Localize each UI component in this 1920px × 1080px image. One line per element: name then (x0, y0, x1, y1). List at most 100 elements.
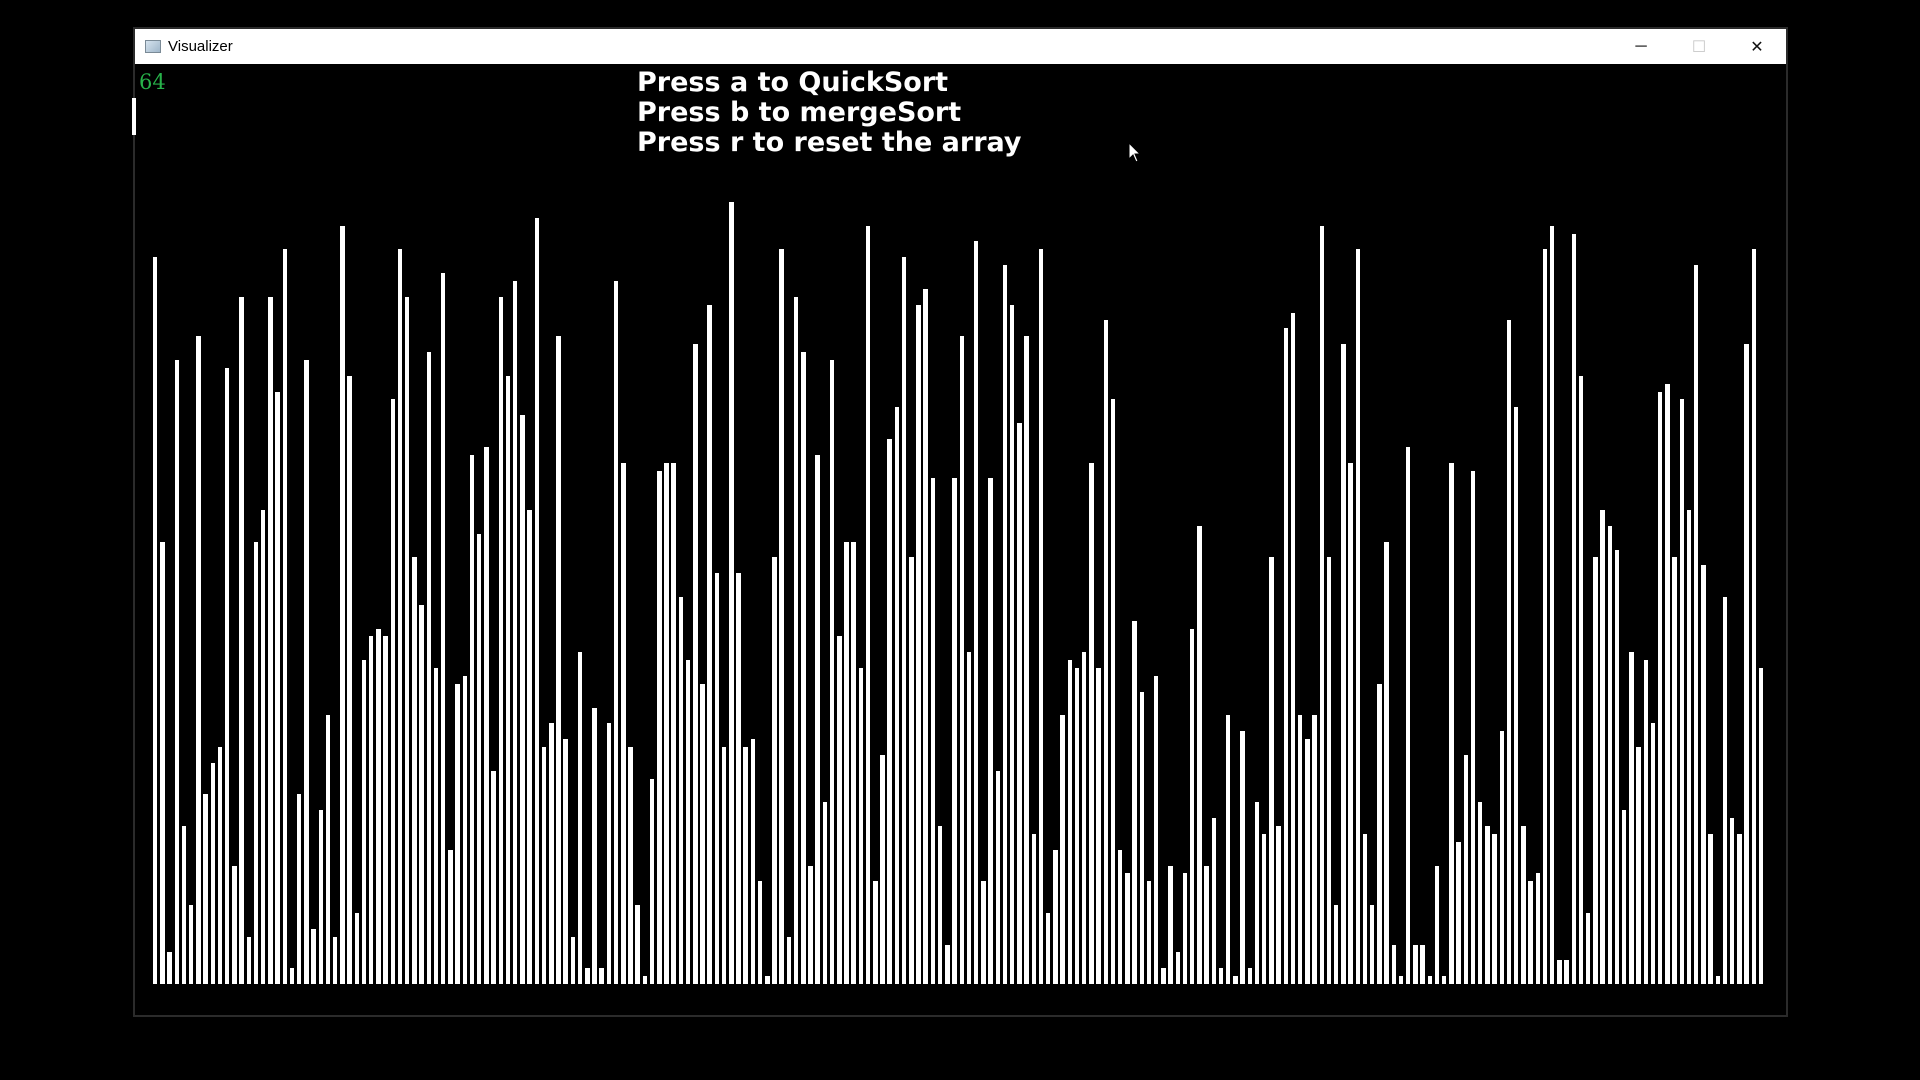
bar (930, 478, 936, 984)
title-bar[interactable]: Visualizer ─ ☐ ✕ (135, 29, 1786, 64)
bar (505, 375, 511, 984)
bar (390, 399, 396, 984)
bar (1405, 446, 1411, 984)
bar (1377, 683, 1382, 984)
instruction-mergesort: Press b to mergeSort (637, 97, 962, 128)
bar (793, 296, 799, 984)
bar (189, 905, 194, 984)
bar (1441, 976, 1447, 984)
bar (1233, 976, 1238, 984)
bar (484, 446, 489, 984)
bar (1708, 833, 1713, 984)
bar (1506, 320, 1512, 984)
visualizer-canvas[interactable]: 64 Press a to QuickSort Press b to merge… (132, 64, 1786, 1015)
bar (894, 407, 900, 984)
bar (1283, 328, 1288, 984)
app-icon[interactable] (145, 40, 161, 53)
maximize-icon: ☐ (1691, 38, 1707, 56)
bar (606, 723, 612, 984)
bar (1744, 344, 1749, 984)
bar (1600, 510, 1605, 984)
bar (642, 976, 648, 984)
bar (462, 675, 468, 984)
bar (743, 747, 748, 984)
bar (685, 660, 691, 984)
bar (736, 573, 741, 984)
bar (239, 296, 244, 984)
bar (1398, 976, 1404, 984)
minimize-button[interactable]: ─ (1612, 29, 1670, 64)
bar (916, 304, 921, 984)
close-button[interactable]: ✕ (1728, 29, 1786, 64)
bar (181, 826, 187, 984)
bar (340, 225, 345, 984)
bar (1629, 652, 1634, 984)
bar (729, 201, 734, 984)
bar (981, 881, 986, 984)
minimize-icon: ─ (1635, 37, 1647, 55)
bar (1369, 905, 1375, 984)
bar (901, 257, 907, 984)
bar (937, 826, 943, 984)
bar (1348, 462, 1353, 984)
bar (1737, 833, 1742, 984)
bar (1319, 225, 1324, 984)
visualizer-window: Visualizer ─ ☐ ✕ 64 Press a to QuickSort… (132, 27, 1788, 1017)
bar (426, 352, 432, 984)
bar (210, 762, 216, 984)
instruction-reset: Press r to reset the array (637, 127, 1022, 158)
bar (1557, 960, 1562, 984)
bar (1722, 596, 1728, 984)
bar (714, 573, 720, 984)
bar (333, 936, 338, 984)
bar (1355, 249, 1360, 984)
bar (1614, 549, 1620, 984)
bar (513, 280, 518, 984)
bar (1456, 841, 1461, 984)
bar (1297, 715, 1303, 984)
bar (621, 462, 626, 984)
bar (534, 217, 540, 984)
bar (541, 747, 547, 984)
instruction-quicksort: Press a to QuickSort (637, 67, 949, 98)
bar (1427, 976, 1432, 984)
bar (253, 541, 259, 984)
bar (217, 747, 223, 984)
bar (765, 976, 770, 984)
bar (678, 596, 684, 984)
bar (1189, 628, 1195, 984)
bar (1168, 865, 1173, 984)
bar (1305, 739, 1310, 984)
bar (196, 336, 201, 984)
bar (959, 336, 964, 984)
bar (1060, 715, 1065, 984)
bar (1470, 470, 1476, 984)
bar (1225, 715, 1231, 984)
bar (995, 770, 1000, 984)
bar (1045, 912, 1051, 984)
bar (1153, 675, 1159, 984)
maximize-button[interactable]: ☐ (1670, 29, 1728, 64)
bar (988, 478, 993, 984)
bar (880, 754, 885, 984)
bar (527, 510, 532, 984)
bar (1513, 407, 1519, 984)
bar (613, 280, 619, 984)
bar (1326, 557, 1332, 984)
bar (577, 652, 583, 984)
bar (721, 747, 727, 984)
bar (455, 683, 460, 984)
bar (923, 288, 928, 984)
bar (369, 636, 374, 984)
bar (1175, 952, 1180, 984)
bar (1074, 668, 1080, 984)
bar (1276, 826, 1281, 984)
bar (361, 660, 367, 984)
bar (829, 359, 835, 984)
bar (873, 881, 878, 984)
bar (887, 438, 892, 984)
bar (289, 968, 295, 984)
bar (1636, 747, 1641, 984)
bar (1024, 336, 1029, 984)
bar (325, 715, 331, 984)
